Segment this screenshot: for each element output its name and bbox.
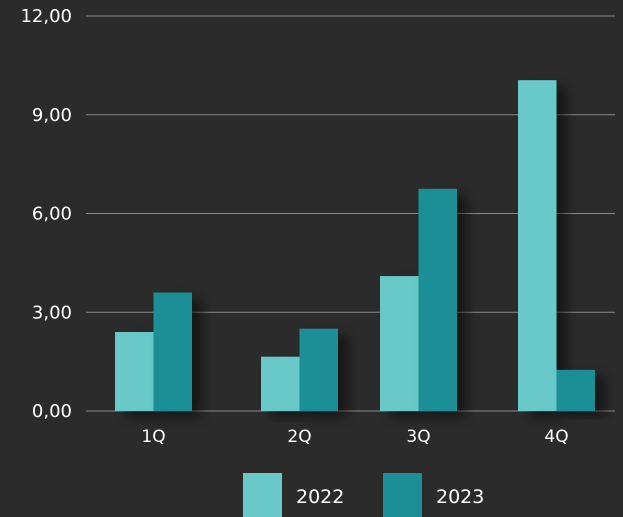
legend-label: 2022 <box>296 486 344 508</box>
y-tick-label: 0,00 <box>32 401 72 422</box>
y-tick-label: 6,00 <box>32 204 72 225</box>
bar-2022-2Q <box>261 356 300 411</box>
legend-item: 2022 <box>243 473 344 517</box>
legend-item: 2023 <box>383 473 484 517</box>
x-tick-label: 2Q <box>287 427 311 447</box>
bar-2023-3Q <box>418 188 457 411</box>
legend-swatch <box>243 473 282 517</box>
x-tick-label: 4Q <box>544 427 568 447</box>
legend-swatch <box>383 473 422 517</box>
labels-layer: 0,00 3,00 6,00 9,00 12,00 1Q 2Q 3Q 4Q <box>20 6 568 447</box>
y-tick-label: 3,00 <box>32 302 72 323</box>
y-tick-label: 9,00 <box>32 105 72 126</box>
bar-2023-4Q <box>556 369 595 411</box>
y-tick-label: 12,00 <box>20 6 72 27</box>
legend-label: 2023 <box>436 486 484 508</box>
bar-2023-1Q <box>153 292 192 411</box>
bar-2022-1Q <box>115 332 154 411</box>
x-tick-label: 1Q <box>141 427 165 447</box>
bar-2022-4Q <box>518 80 557 411</box>
x-tick-label: 3Q <box>406 427 430 447</box>
bar-2022-3Q <box>380 276 419 411</box>
bar-2023-2Q <box>299 328 338 411</box>
bars-layer <box>115 80 595 411</box>
legend: 2022 2023 <box>243 473 484 517</box>
